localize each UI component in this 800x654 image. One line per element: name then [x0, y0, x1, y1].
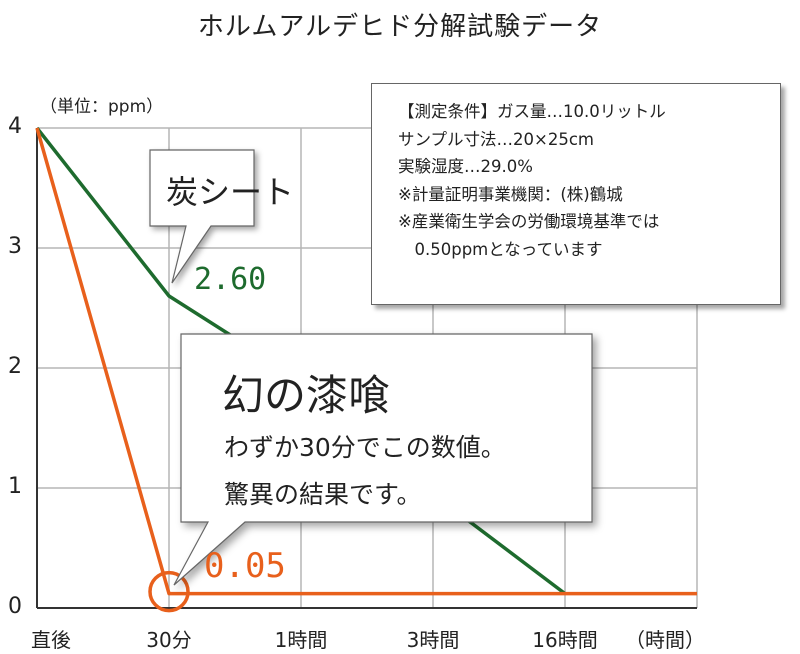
y-axis-unit-label: （単位：ppm）	[40, 97, 164, 117]
y-tick-label: 4	[8, 114, 22, 139]
series-line-plaster	[35, 127, 697, 596]
info-line: サンプル寸法…20×25cm	[398, 129, 594, 149]
x-tick-label: 3時間	[406, 628, 460, 652]
callout-bubble-plaster	[173, 333, 593, 586]
green-value-label: 2.60	[194, 262, 267, 297]
callout-orange-title: 幻の漆喰	[222, 371, 391, 420]
info-line: 実験湿度…29.0%	[398, 157, 533, 176]
x-tick-label: 1時間	[274, 628, 328, 652]
x-tick-label: 直後	[31, 628, 71, 652]
y-tick-label: 3	[8, 234, 22, 259]
y-tick-label: 0	[8, 594, 22, 619]
info-line: ※計量証明事業機関：(株)鶴城	[398, 184, 623, 204]
y-tick-label: 2	[8, 354, 22, 379]
highlight-circle	[148, 570, 190, 613]
info-line: ※産業衛生学会の労働環境基準では	[398, 212, 660, 231]
callout-green-label: 炭シート	[166, 173, 295, 211]
x-tick-label: 16時間	[532, 628, 598, 652]
callout-orange-line1: わずか30分でこの数値。	[224, 433, 506, 462]
info-line: 0.50ppmとなっています	[398, 239, 603, 259]
x-axis-unit-label: （時間）	[625, 628, 705, 652]
y-tick-label: 1	[8, 474, 22, 499]
orange-value-label: 0.05	[204, 546, 286, 586]
x-tick-label: 30分	[146, 628, 192, 652]
measurement-conditions-box: 【測定条件】ガス量…10.0リットル サンプル寸法…20×25cm 実験湿度…2…	[371, 83, 781, 305]
chart-title: ホルムアルデヒド分解試験データ	[197, 12, 603, 42]
info-line: 【測定条件】ガス量…10.0リットル	[398, 102, 666, 121]
callout-bubble-carbon-sheet	[149, 149, 255, 284]
callout-orange-line2: 驚異の結果です。	[224, 480, 422, 509]
